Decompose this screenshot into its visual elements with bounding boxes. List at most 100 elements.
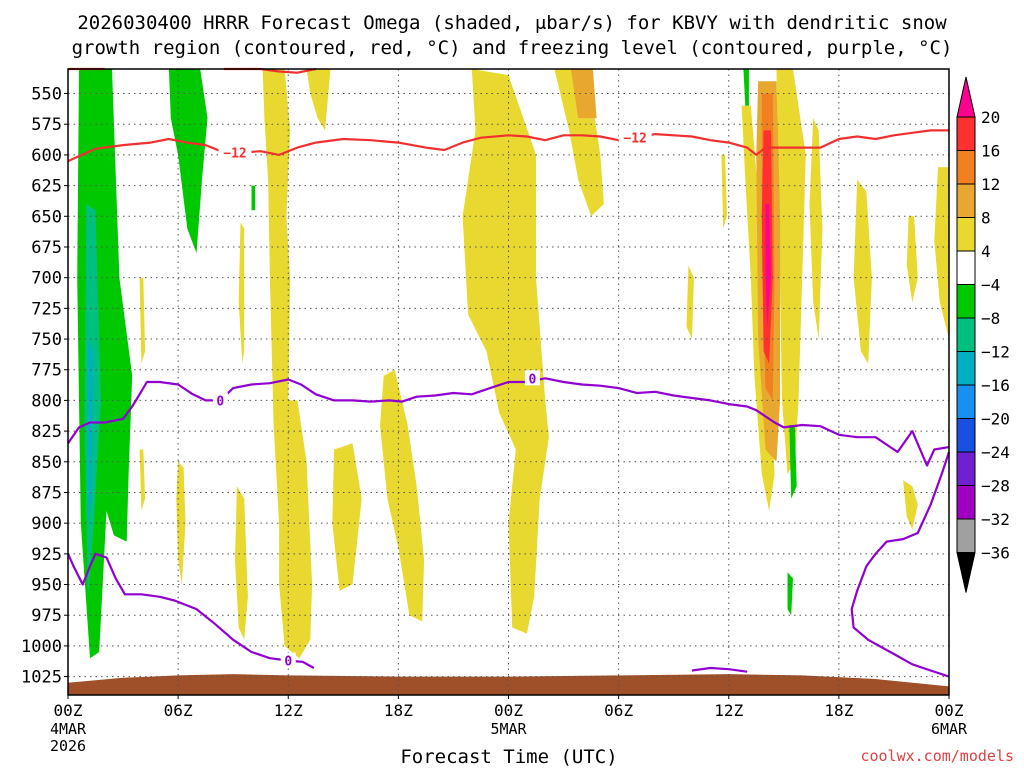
contour-lines: −12 −12 0 0 0	[66, 67, 951, 678]
contour-label-bg-3-0	[212, 392, 228, 408]
omega-region-21	[809, 118, 823, 339]
y-tick-label-13: 875	[31, 483, 62, 503]
y-tick-label-18: 1000	[21, 637, 62, 657]
y-tick-label-4: 650	[31, 207, 62, 227]
contour-line-6	[691, 666, 748, 673]
terrain-layer	[68, 674, 949, 695]
colorbar: 20 16 12 8 4 −4 −8 −12 −16 −20 −24 −28 −32 −36	[956, 76, 1010, 593]
colorbar-label-4: 4	[981, 242, 991, 261]
y-tick-label-5: 675	[31, 238, 62, 258]
x-tick-label-1: 06Z	[164, 701, 193, 720]
omega-region-20	[776, 69, 806, 475]
colorbar-bin-3	[956, 183, 976, 218]
terrain-fill	[68, 674, 949, 695]
y-tick-label-3: 625	[31, 177, 62, 197]
contour-label-0-0: −12	[223, 146, 246, 161]
colorbar-label-10: −24	[981, 443, 1010, 462]
y-tick-label-7: 725	[31, 299, 62, 319]
contour-label-bg-3-1	[524, 370, 540, 386]
y-tick-label-1: 575	[31, 115, 62, 135]
omega-region-23	[906, 216, 918, 303]
plot-area: −12 −12 0 0 0	[66, 67, 951, 696]
contour-line-5	[66, 552, 315, 669]
omega-region-8	[235, 486, 248, 640]
omega-region-32	[787, 572, 793, 616]
colorbar-label-5: −4	[981, 276, 1000, 295]
colorbar-label-1: 16	[981, 142, 1000, 161]
omega-shading	[77, 69, 949, 659]
x-tick-label-3: 18Z	[384, 701, 413, 720]
x-tick-label-5: 06Z	[604, 701, 633, 720]
colorbar-bin-1	[956, 116, 976, 151]
contour-label-5-0: 0	[284, 655, 292, 670]
y-tick-label-6: 700	[31, 269, 62, 289]
colorbar-bin-5	[956, 250, 976, 285]
y-tick-label-15: 925	[31, 545, 62, 565]
omega-region-17	[686, 265, 694, 339]
omega-region-16	[570, 69, 597, 119]
colorbar-bin-2	[956, 150, 976, 185]
omega-region-10	[139, 449, 146, 511]
colorbar-bin-4	[956, 217, 976, 252]
contour-label-bg-5-0	[280, 652, 296, 668]
contour-label-bg-0-1	[618, 129, 652, 145]
colorbar-label-9: −20	[981, 410, 1010, 429]
y-axis: 550 575 600 625 650 675 700 725 750 775 800 825 850 8…	[21, 85, 68, 688]
colorbar-label-8: −16	[981, 376, 1010, 395]
colorbar-bin-10	[956, 418, 976, 453]
y-tick-label-12: 850	[31, 453, 62, 473]
contour-label-3-1: 0	[528, 372, 536, 387]
y-tick-label-11: 825	[31, 422, 62, 442]
x-tick-sublabel-4-0: 5MAR	[490, 720, 527, 738]
y-tick-label-10: 800	[31, 391, 62, 411]
y-tick-label-9: 775	[31, 361, 62, 381]
omega-region-29	[765, 204, 771, 327]
colorbar-label-13: −36	[981, 544, 1010, 563]
colorbar-bin-9	[956, 384, 976, 419]
x-tick-sublabel-0-1: 2026	[50, 737, 86, 755]
x-tick-sublabel-0-0: 4MAR	[50, 720, 87, 738]
omega-region-9	[139, 277, 146, 364]
y-tick-label-0: 550	[31, 85, 62, 105]
colorbar-label-11: −28	[981, 477, 1010, 496]
colorbar-label-6: −8	[981, 309, 1000, 328]
colorbar-label-12: −32	[981, 510, 1010, 529]
credit-text: coolwx.com/models	[860, 747, 1014, 765]
grid-lines	[67, 69, 950, 695]
omega-region-7	[238, 222, 245, 364]
x-tick-label-6: 12Z	[714, 701, 743, 720]
x-tick-label-4: 00Z	[494, 701, 523, 720]
contour-label-3-0: 0	[216, 394, 224, 409]
colorbar-top-arrow	[956, 76, 976, 118]
omega-region-6	[306, 69, 331, 131]
y-tick-label-2: 600	[31, 146, 62, 166]
omega-region-24	[934, 167, 949, 339]
x-tick-label-7: 18Z	[824, 701, 853, 720]
contour-label-bg-0-0	[218, 144, 252, 160]
omega-region-3	[168, 69, 208, 254]
omega-region-14	[462, 69, 549, 634]
x-tick-sublabel-8-0: 6MAR	[931, 720, 968, 738]
colorbar-bin-12	[956, 485, 976, 520]
omega-region-25	[903, 480, 918, 530]
y-tick-label-19: 1025	[21, 668, 62, 688]
colorbar-label-2: 12	[981, 175, 1000, 194]
colorbar-label-0: 20	[981, 108, 1000, 127]
contour-line-3	[67, 377, 950, 467]
omega-region-30	[743, 69, 749, 106]
omega-region-18	[721, 154, 727, 229]
colorbar-bin-7	[956, 317, 976, 352]
y-tick-label-16: 950	[31, 576, 62, 596]
colorbar-label-7: −12	[981, 343, 1010, 362]
omega-region-22	[853, 179, 872, 364]
y-tick-label-8: 750	[31, 330, 62, 350]
colorbar-label-3: 8	[981, 209, 991, 228]
x-tick-label-2: 12Z	[274, 701, 303, 720]
omega-region-31	[789, 425, 797, 499]
colorbar-bin-13	[956, 518, 976, 553]
contour-label-0-1: −12	[623, 132, 646, 147]
omega-region-5	[262, 69, 313, 659]
colorbar-bottom-arrow	[956, 552, 976, 593]
